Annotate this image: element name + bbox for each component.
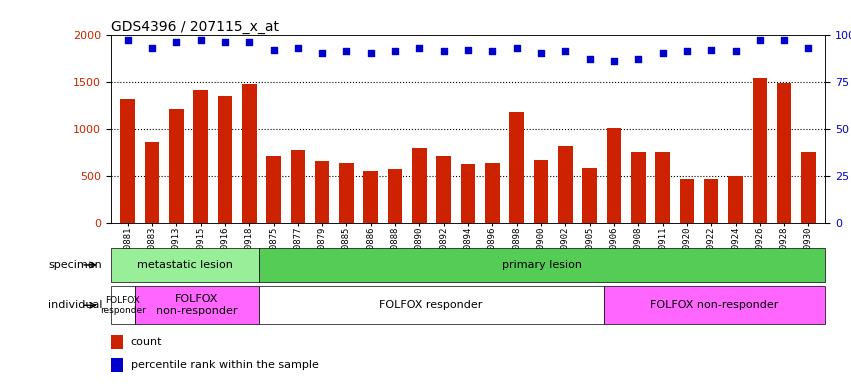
Bar	[801, 152, 816, 223]
Bar	[704, 179, 718, 223]
Point	[656, 50, 670, 56]
Point	[705, 46, 718, 53]
Point	[437, 48, 450, 55]
Bar	[388, 169, 403, 223]
Bar	[259, 248, 825, 282]
Point	[728, 48, 742, 55]
Point	[291, 45, 305, 51]
Point	[316, 50, 329, 56]
Bar	[558, 146, 573, 223]
Bar	[412, 148, 426, 223]
Bar	[242, 84, 256, 223]
Point	[631, 56, 645, 62]
Text: metastatic lesion: metastatic lesion	[137, 260, 232, 270]
Text: FOLFOX non-responder: FOLFOX non-responder	[650, 300, 779, 310]
Text: percentile rank within the sample: percentile rank within the sample	[131, 360, 318, 370]
Point	[777, 37, 791, 43]
Point	[169, 39, 183, 45]
Point	[802, 45, 815, 51]
Point	[558, 48, 572, 55]
Point	[340, 48, 353, 55]
Point	[218, 39, 231, 45]
Point	[607, 58, 620, 64]
Bar	[120, 99, 135, 223]
Point	[146, 45, 159, 51]
Bar	[655, 152, 670, 223]
Bar	[135, 286, 259, 324]
Bar	[680, 179, 694, 223]
Point	[753, 37, 767, 43]
Bar	[752, 78, 767, 223]
Bar	[169, 109, 184, 223]
Text: FOLFOX
responder: FOLFOX responder	[100, 296, 146, 315]
Text: FOLFOX
non-responder: FOLFOX non-responder	[156, 295, 237, 316]
Bar	[437, 156, 451, 223]
Point	[680, 48, 694, 55]
Point	[121, 37, 134, 43]
Point	[534, 50, 548, 56]
Point	[194, 37, 208, 43]
Text: specimen: specimen	[49, 260, 102, 270]
Bar	[193, 90, 208, 223]
Bar	[111, 286, 135, 324]
Bar	[631, 152, 646, 223]
Bar	[111, 248, 259, 282]
Text: individual: individual	[48, 300, 102, 310]
Bar	[603, 286, 825, 324]
Point	[243, 39, 256, 45]
Point	[510, 45, 523, 51]
Bar	[607, 128, 621, 223]
Bar	[259, 286, 603, 324]
Bar	[510, 112, 524, 223]
Bar	[315, 161, 329, 223]
Bar	[363, 170, 378, 223]
Text: FOLFOX responder: FOLFOX responder	[380, 300, 483, 310]
Point	[583, 56, 597, 62]
Text: count: count	[131, 337, 163, 347]
Text: primary lesion: primary lesion	[502, 260, 582, 270]
Bar	[460, 164, 476, 223]
Point	[388, 48, 402, 55]
Point	[266, 46, 280, 53]
Point	[461, 46, 475, 53]
Bar	[777, 83, 791, 223]
Text: GDS4396 / 207115_x_at: GDS4396 / 207115_x_at	[111, 20, 278, 33]
Bar	[290, 150, 306, 223]
Point	[486, 48, 500, 55]
Bar	[111, 358, 123, 372]
Bar	[266, 156, 281, 223]
Bar	[111, 335, 123, 349]
Bar	[145, 142, 159, 223]
Point	[413, 45, 426, 51]
Bar	[534, 160, 548, 223]
Bar	[485, 164, 500, 223]
Bar	[582, 168, 597, 223]
Bar	[340, 162, 354, 223]
Point	[364, 50, 378, 56]
Bar	[728, 176, 743, 223]
Bar	[218, 96, 232, 223]
